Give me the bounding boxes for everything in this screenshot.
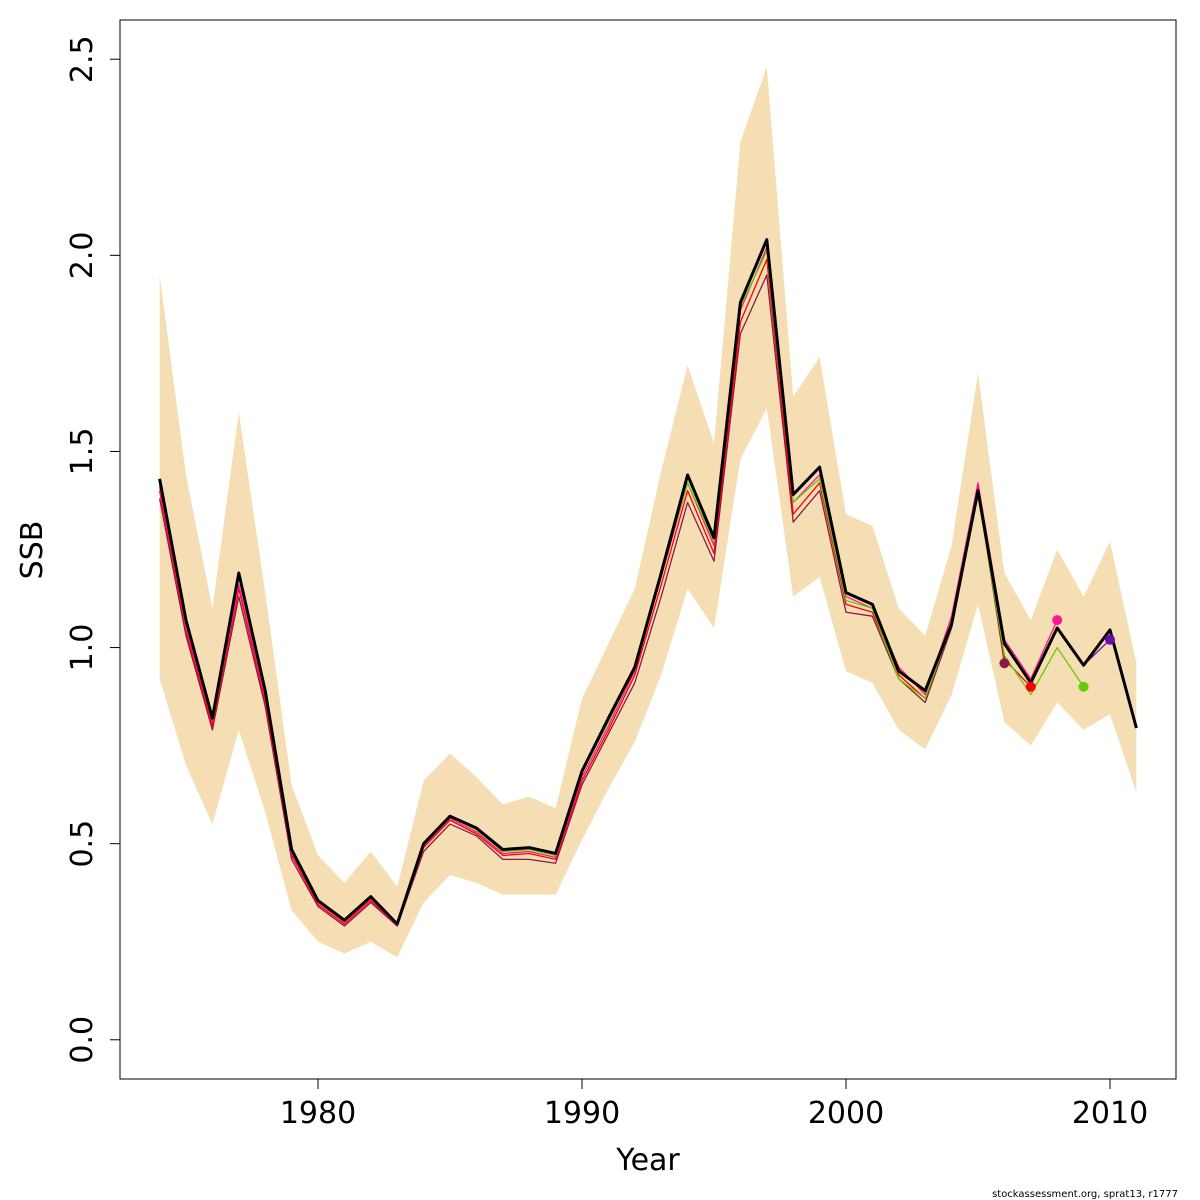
series-end-point-5 (1105, 634, 1115, 645)
confidence-band-layer (159, 67, 1137, 958)
y-tick-label: 0.0 (65, 1016, 100, 1064)
y-tick-label: 0.5 (65, 820, 100, 868)
series-layer (158, 238, 1138, 927)
y-tick-label: 1.0 (65, 624, 100, 672)
x-axis: 1980 1990 2000 2010 (280, 1078, 1148, 1131)
series-line-main (158, 238, 1138, 926)
x-tick-label: 1990 (544, 1096, 620, 1131)
series-end-point-4 (1078, 681, 1089, 692)
x-tick-label: 2010 (1072, 1096, 1148, 1131)
x-axis-title: Year (615, 1143, 680, 1178)
confidence-band (159, 67, 1137, 958)
x-tick-label: 2000 (808, 1096, 884, 1131)
y-tick-label: 2.5 (65, 35, 100, 83)
footer-caption: stockassessment.org, sprat13, r1777 (992, 1189, 1178, 1200)
series-end-point-3 (1052, 615, 1063, 626)
end-points-layer (999, 615, 1115, 692)
y-axis-title: SSB (15, 521, 50, 580)
y-tick-label: 1.5 (65, 428, 100, 476)
y-axis: 0.0 0.5 1.0 1.5 2.0 2.5 (65, 35, 121, 1064)
x-tick-label: 1980 (280, 1096, 356, 1131)
series-end-point-2 (1025, 681, 1036, 692)
series-line-1 (158, 274, 1006, 927)
series-end-point-1 (999, 658, 1010, 669)
y-tick-label: 2.0 (65, 231, 100, 279)
